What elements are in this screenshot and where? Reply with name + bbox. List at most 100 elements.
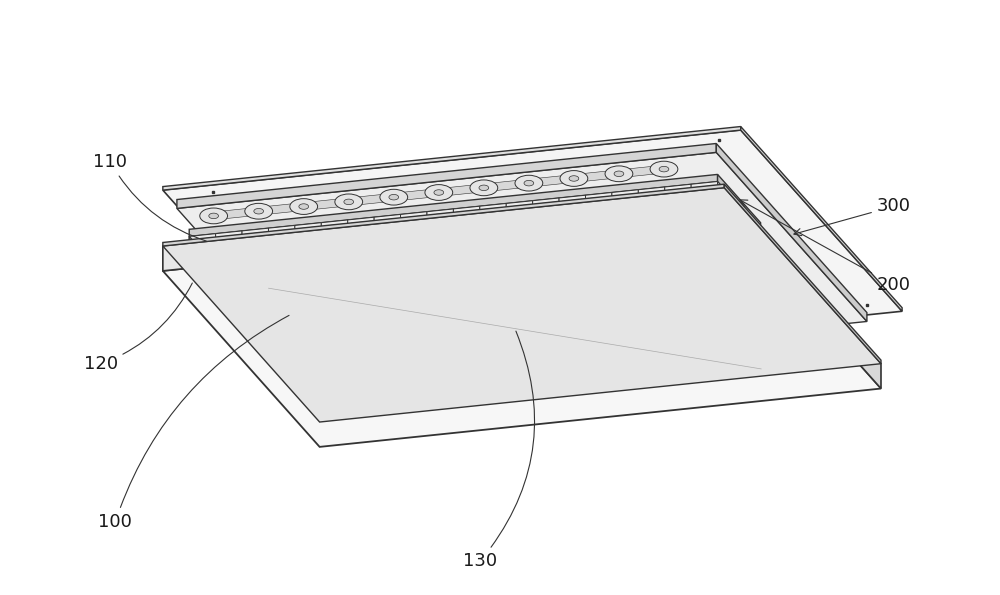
Ellipse shape: [494, 262, 522, 278]
Ellipse shape: [465, 335, 475, 340]
Ellipse shape: [486, 248, 496, 253]
Polygon shape: [348, 193, 394, 206]
Polygon shape: [272, 229, 292, 241]
Ellipse shape: [484, 306, 511, 321]
Polygon shape: [189, 234, 216, 254]
Polygon shape: [638, 187, 665, 208]
Ellipse shape: [269, 286, 297, 302]
Ellipse shape: [763, 283, 773, 289]
Ellipse shape: [505, 219, 532, 234]
Ellipse shape: [430, 296, 440, 302]
Polygon shape: [724, 187, 881, 389]
Polygon shape: [268, 226, 295, 246]
Ellipse shape: [711, 224, 721, 230]
Ellipse shape: [313, 330, 322, 335]
Polygon shape: [508, 262, 553, 274]
Ellipse shape: [394, 315, 421, 331]
Polygon shape: [310, 261, 356, 273]
Text: 100: 100: [98, 315, 289, 531]
Text: 130: 130: [463, 331, 535, 570]
Ellipse shape: [595, 209, 622, 225]
Ellipse shape: [351, 262, 360, 268]
Ellipse shape: [780, 302, 790, 308]
Polygon shape: [424, 334, 470, 346]
Ellipse shape: [529, 301, 556, 317]
Ellipse shape: [550, 214, 577, 230]
Polygon shape: [438, 184, 484, 196]
Polygon shape: [453, 224, 523, 275]
Ellipse shape: [288, 248, 298, 253]
Polygon shape: [189, 181, 761, 285]
Ellipse shape: [646, 268, 674, 283]
Ellipse shape: [650, 161, 678, 177]
Polygon shape: [691, 181, 718, 202]
Polygon shape: [480, 286, 526, 298]
Ellipse shape: [514, 224, 523, 230]
Polygon shape: [321, 220, 348, 240]
Ellipse shape: [413, 277, 423, 282]
Ellipse shape: [621, 234, 631, 239]
Ellipse shape: [406, 214, 416, 220]
Polygon shape: [585, 210, 655, 261]
Ellipse shape: [524, 180, 534, 186]
Ellipse shape: [601, 273, 629, 288]
Polygon shape: [615, 271, 661, 284]
Ellipse shape: [503, 267, 513, 273]
Polygon shape: [650, 311, 695, 323]
Polygon shape: [452, 310, 498, 322]
Ellipse shape: [411, 334, 439, 350]
Ellipse shape: [460, 224, 487, 239]
Polygon shape: [430, 213, 450, 225]
Ellipse shape: [511, 281, 539, 298]
Ellipse shape: [297, 262, 324, 277]
Polygon shape: [427, 227, 496, 278]
Polygon shape: [587, 296, 633, 308]
Polygon shape: [355, 256, 401, 269]
Ellipse shape: [576, 239, 586, 244]
Ellipse shape: [640, 205, 667, 221]
Polygon shape: [677, 286, 723, 299]
Polygon shape: [366, 212, 411, 225]
Ellipse shape: [397, 209, 425, 224]
Polygon shape: [636, 184, 682, 197]
Ellipse shape: [673, 292, 683, 298]
Polygon shape: [553, 257, 598, 270]
Ellipse shape: [380, 189, 408, 205]
Polygon shape: [400, 252, 446, 264]
Ellipse shape: [271, 228, 281, 233]
Polygon shape: [163, 212, 881, 447]
Polygon shape: [377, 218, 397, 230]
Polygon shape: [483, 207, 503, 219]
Polygon shape: [374, 214, 401, 235]
Ellipse shape: [333, 243, 343, 248]
Ellipse shape: [586, 195, 596, 201]
Ellipse shape: [375, 345, 385, 350]
Polygon shape: [612, 208, 681, 259]
Polygon shape: [619, 165, 664, 178]
Ellipse shape: [718, 287, 728, 293]
Polygon shape: [177, 143, 716, 208]
Polygon shape: [604, 315, 650, 328]
Polygon shape: [379, 339, 425, 351]
Ellipse shape: [659, 167, 669, 172]
Text: 200: 200: [740, 200, 911, 294]
Ellipse shape: [424, 233, 433, 239]
Ellipse shape: [352, 214, 380, 229]
Ellipse shape: [657, 224, 685, 240]
Ellipse shape: [754, 278, 782, 293]
Ellipse shape: [600, 321, 610, 327]
Polygon shape: [570, 276, 616, 289]
Polygon shape: [348, 235, 417, 286]
Ellipse shape: [344, 199, 354, 205]
Ellipse shape: [737, 258, 764, 274]
Ellipse shape: [548, 263, 558, 268]
Ellipse shape: [614, 171, 624, 177]
Ellipse shape: [638, 253, 648, 259]
Polygon shape: [327, 280, 373, 293]
Ellipse shape: [694, 205, 703, 211]
Polygon shape: [231, 227, 276, 239]
Polygon shape: [591, 189, 637, 202]
Ellipse shape: [209, 213, 219, 218]
Ellipse shape: [479, 185, 489, 190]
Polygon shape: [580, 233, 626, 245]
